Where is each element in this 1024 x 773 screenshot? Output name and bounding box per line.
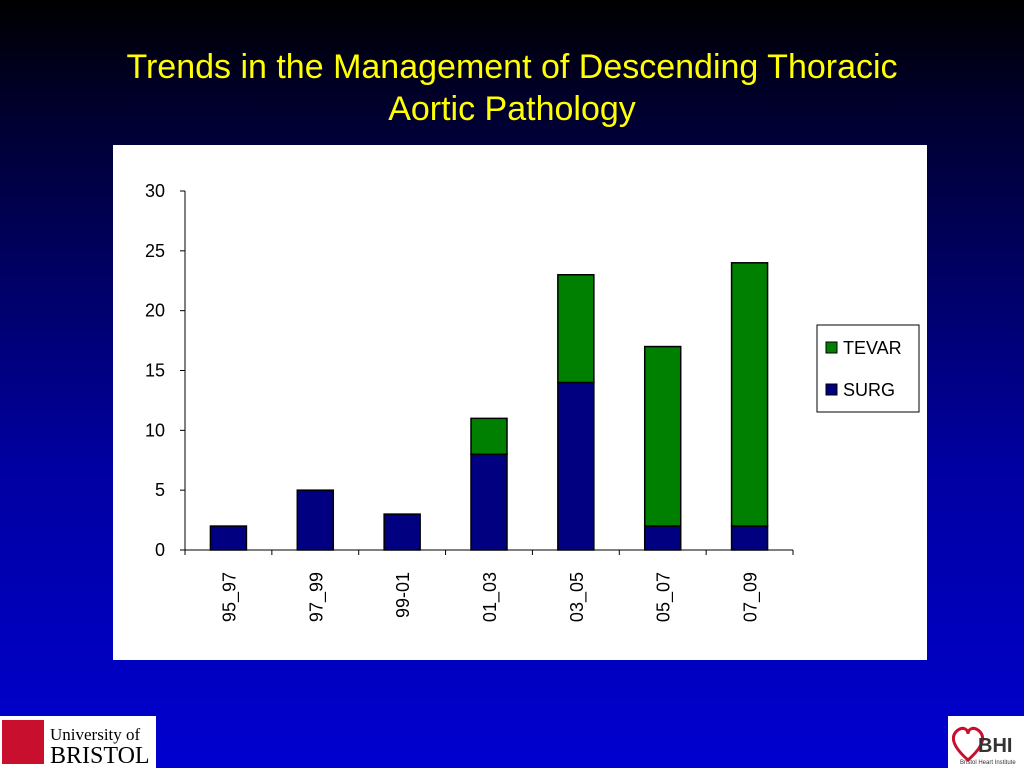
legend-label: SURG <box>843 380 895 400</box>
y-tick-label: 20 <box>145 301 165 321</box>
institute-logo: BHI Bristol Heart Institute <box>948 716 1024 768</box>
y-tick-label: 30 <box>145 181 165 201</box>
institute-logo-art: BHI Bristol Heart Institute <box>951 726 1016 766</box>
university-logo: University of BRISTOL <box>0 716 156 769</box>
bar-segment <box>557 381 595 551</box>
bar-segment <box>557 274 595 384</box>
legend-swatch <box>825 341 838 354</box>
logo-text: University of <box>50 725 141 744</box>
y-tick-label: 25 <box>145 241 165 261</box>
x-tick-label: 01_03 <box>480 572 501 622</box>
legend-swatch <box>825 383 838 396</box>
bar-segment <box>383 513 421 551</box>
chart-title: Trends in the Management of Descending T… <box>126 48 898 128</box>
bar-segment <box>730 262 769 527</box>
bar-segment <box>209 525 248 551</box>
bar-segment <box>643 525 682 551</box>
logo-text: BHI <box>978 735 1012 757</box>
bar-segment <box>470 417 508 456</box>
plot-panel <box>113 145 927 660</box>
x-tick-label: 97_99 <box>306 572 327 622</box>
bar-segment <box>643 345 682 527</box>
y-tick-label: 15 <box>145 361 165 381</box>
x-tick-label: 99-01 <box>393 572 413 618</box>
y-tick-label: 10 <box>145 420 165 440</box>
y-tick-label: 5 <box>155 480 165 500</box>
logo-text: Bristol Heart Institute <box>960 760 1016 766</box>
x-tick-label: 03_05 <box>567 572 588 622</box>
logo-text: BRISTOL <box>50 743 150 768</box>
legend-label: TEVAR <box>843 338 902 358</box>
crest <box>2 720 44 764</box>
legend-box <box>816 324 920 413</box>
bar-segment <box>296 489 335 551</box>
x-tick-label: 05_07 <box>654 572 675 622</box>
bar-segment <box>470 453 508 551</box>
chart: 0 5 10 15 20 25 30 95_97 97_99 99-01 01_03 03_05 05_… <box>113 145 927 660</box>
bar-segment <box>730 525 769 551</box>
y-tick-label: 0 <box>155 540 165 560</box>
heart <box>951 726 985 762</box>
x-tick-label: 07_09 <box>741 572 762 622</box>
x-tick-label: 95_97 <box>219 572 240 622</box>
university-logo-art: University of BRISTOL <box>2 720 150 769</box>
